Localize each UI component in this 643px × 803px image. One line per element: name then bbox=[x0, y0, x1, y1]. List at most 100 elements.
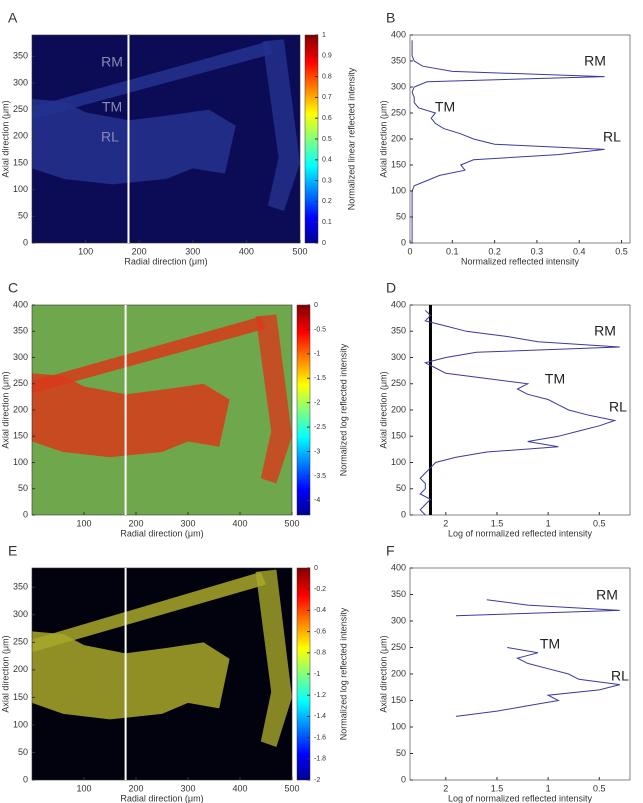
y-tick-label: 200 bbox=[391, 668, 406, 678]
x-tick-label: 500 bbox=[284, 783, 299, 793]
x-tick-label: 500 bbox=[284, 518, 299, 528]
tissue-rm bbox=[32, 316, 266, 394]
colorbar-tick-label: 0 bbox=[322, 240, 326, 247]
x-tick-label: 100 bbox=[76, 518, 91, 528]
profile-line bbox=[419, 309, 620, 516]
colorbar-tick-label: -1.4 bbox=[314, 713, 326, 720]
y-tick-label: 150 bbox=[391, 431, 406, 441]
annotation: RM bbox=[101, 54, 123, 70]
plot-frame bbox=[409, 304, 631, 516]
y-axis-label: Axial direction (μm) bbox=[0, 100, 10, 177]
y-tick-label: 400 bbox=[391, 562, 406, 572]
colorbar-tick-label: 0.3 bbox=[322, 177, 332, 184]
x-tick-label: 1.5 bbox=[491, 783, 504, 793]
y-tick-label: 150 bbox=[391, 695, 406, 705]
colorbar-tick-label: -1 bbox=[314, 351, 320, 358]
y-tick-label: 200 bbox=[13, 404, 28, 414]
y-axis-label: Axial direction (μm) bbox=[0, 371, 10, 448]
annotation: RM bbox=[584, 53, 606, 69]
tissue-tm bbox=[32, 99, 236, 185]
annotation: RL bbox=[603, 129, 621, 145]
colorbar-label: Normalized log reflected intensity bbox=[338, 343, 348, 476]
y-tick-label: 100 bbox=[13, 719, 28, 729]
x-axis-label: Log of normalized reflected intensity bbox=[448, 528, 593, 538]
x-tick-label: 0.5 bbox=[593, 783, 606, 793]
y-tick-label: 250 bbox=[13, 637, 28, 647]
x-tick-label: 0.3 bbox=[531, 246, 544, 256]
colorbar-tick-label: -1 bbox=[314, 671, 320, 678]
colorbar-tick-label: -3.5 bbox=[314, 473, 326, 480]
x-tick-label: 2 bbox=[443, 518, 448, 528]
y-tick-label: 0 bbox=[401, 509, 406, 519]
panel-label: D bbox=[386, 280, 396, 296]
panel-label: C bbox=[8, 280, 18, 296]
y-tick-label: 350 bbox=[13, 326, 28, 336]
y-tick-label: 50 bbox=[396, 748, 406, 758]
annotation: RM bbox=[594, 323, 616, 339]
colorbar-tick-label: -1.5 bbox=[314, 375, 326, 382]
y-tick-label: 350 bbox=[13, 582, 28, 592]
y-tick-label: 350 bbox=[13, 51, 28, 61]
x-tick-label: 0.1 bbox=[446, 246, 459, 256]
colorbar-tick-label: 0.8 bbox=[322, 73, 332, 80]
x-tick-label: 500 bbox=[292, 246, 307, 256]
colorbar-tick-label: 0.6 bbox=[322, 115, 332, 122]
colorbar-tick-label: -4 bbox=[314, 497, 320, 504]
colorbar-tick-label: -0.8 bbox=[314, 650, 326, 657]
colorbar-tick-label: -2 bbox=[314, 777, 320, 784]
colorbar-tick-label: -2 bbox=[314, 400, 320, 407]
colorbar-tick-label: 0.1 bbox=[322, 219, 332, 226]
y-tick-label: 350 bbox=[391, 55, 406, 65]
y-tick-label: 250 bbox=[391, 642, 406, 652]
annotation: RM bbox=[596, 587, 618, 603]
y-tick-label: 50 bbox=[18, 483, 28, 493]
tissue-rm bbox=[32, 41, 274, 120]
y-tick-label: 400 bbox=[13, 299, 28, 309]
x-tick-label: 1.5 bbox=[491, 518, 504, 528]
y-tick-label: 250 bbox=[391, 378, 406, 388]
y-tick-label: 300 bbox=[13, 77, 28, 87]
image-frame bbox=[31, 34, 301, 244]
y-tick-label: 100 bbox=[391, 457, 406, 467]
colorbar-tick-label: -0.5 bbox=[314, 326, 326, 333]
tissue-tm bbox=[32, 373, 230, 458]
y-axis-label: Axial direction (μm) bbox=[378, 635, 388, 712]
colorbar-tick-label: -1.8 bbox=[314, 756, 326, 763]
x-tick-label: 200 bbox=[128, 518, 143, 528]
y-tick-label: 0 bbox=[23, 774, 28, 784]
x-tick-label: 400 bbox=[239, 246, 254, 256]
x-tick-label: 1 bbox=[546, 518, 551, 528]
y-tick-label: 300 bbox=[391, 615, 406, 625]
y-tick-label: 250 bbox=[13, 378, 28, 388]
y-tick-label: 100 bbox=[13, 184, 28, 194]
y-tick-label: 50 bbox=[18, 747, 28, 757]
y-tick-label: 100 bbox=[391, 721, 406, 731]
y-tick-label: 200 bbox=[13, 131, 28, 141]
tissue-tm bbox=[32, 631, 230, 720]
x-tick-label: 300 bbox=[180, 783, 195, 793]
y-tick-label: 250 bbox=[391, 107, 406, 117]
y-tick-label: 300 bbox=[391, 352, 406, 362]
y-tick-label: 150 bbox=[13, 157, 28, 167]
tissue-wall bbox=[255, 314, 292, 484]
tissue-wall bbox=[255, 569, 292, 747]
x-tick-label: 400 bbox=[232, 783, 247, 793]
y-tick-label: 50 bbox=[396, 211, 406, 221]
x-axis-label: Radial direction (μm) bbox=[120, 528, 203, 538]
annotation: TM bbox=[102, 99, 122, 115]
x-axis-label: Radial direction (μm) bbox=[120, 793, 203, 803]
colorbar-tick-label: 0 bbox=[314, 565, 318, 572]
annotation: TM bbox=[435, 99, 455, 115]
x-tick-label: 100 bbox=[76, 783, 91, 793]
x-tick-label: 300 bbox=[185, 246, 200, 256]
colorbar-tick-label: 0.5 bbox=[322, 136, 332, 143]
x-tick-label: 2 bbox=[443, 783, 448, 793]
x-tick-label: 100 bbox=[78, 246, 93, 256]
y-tick-label: 0 bbox=[401, 774, 406, 784]
y-tick-label: 50 bbox=[18, 211, 28, 221]
y-tick-label: 0 bbox=[23, 509, 28, 519]
x-tick-label: 200 bbox=[132, 246, 147, 256]
x-tick-label: 1 bbox=[546, 783, 551, 793]
colorbar bbox=[296, 304, 311, 516]
